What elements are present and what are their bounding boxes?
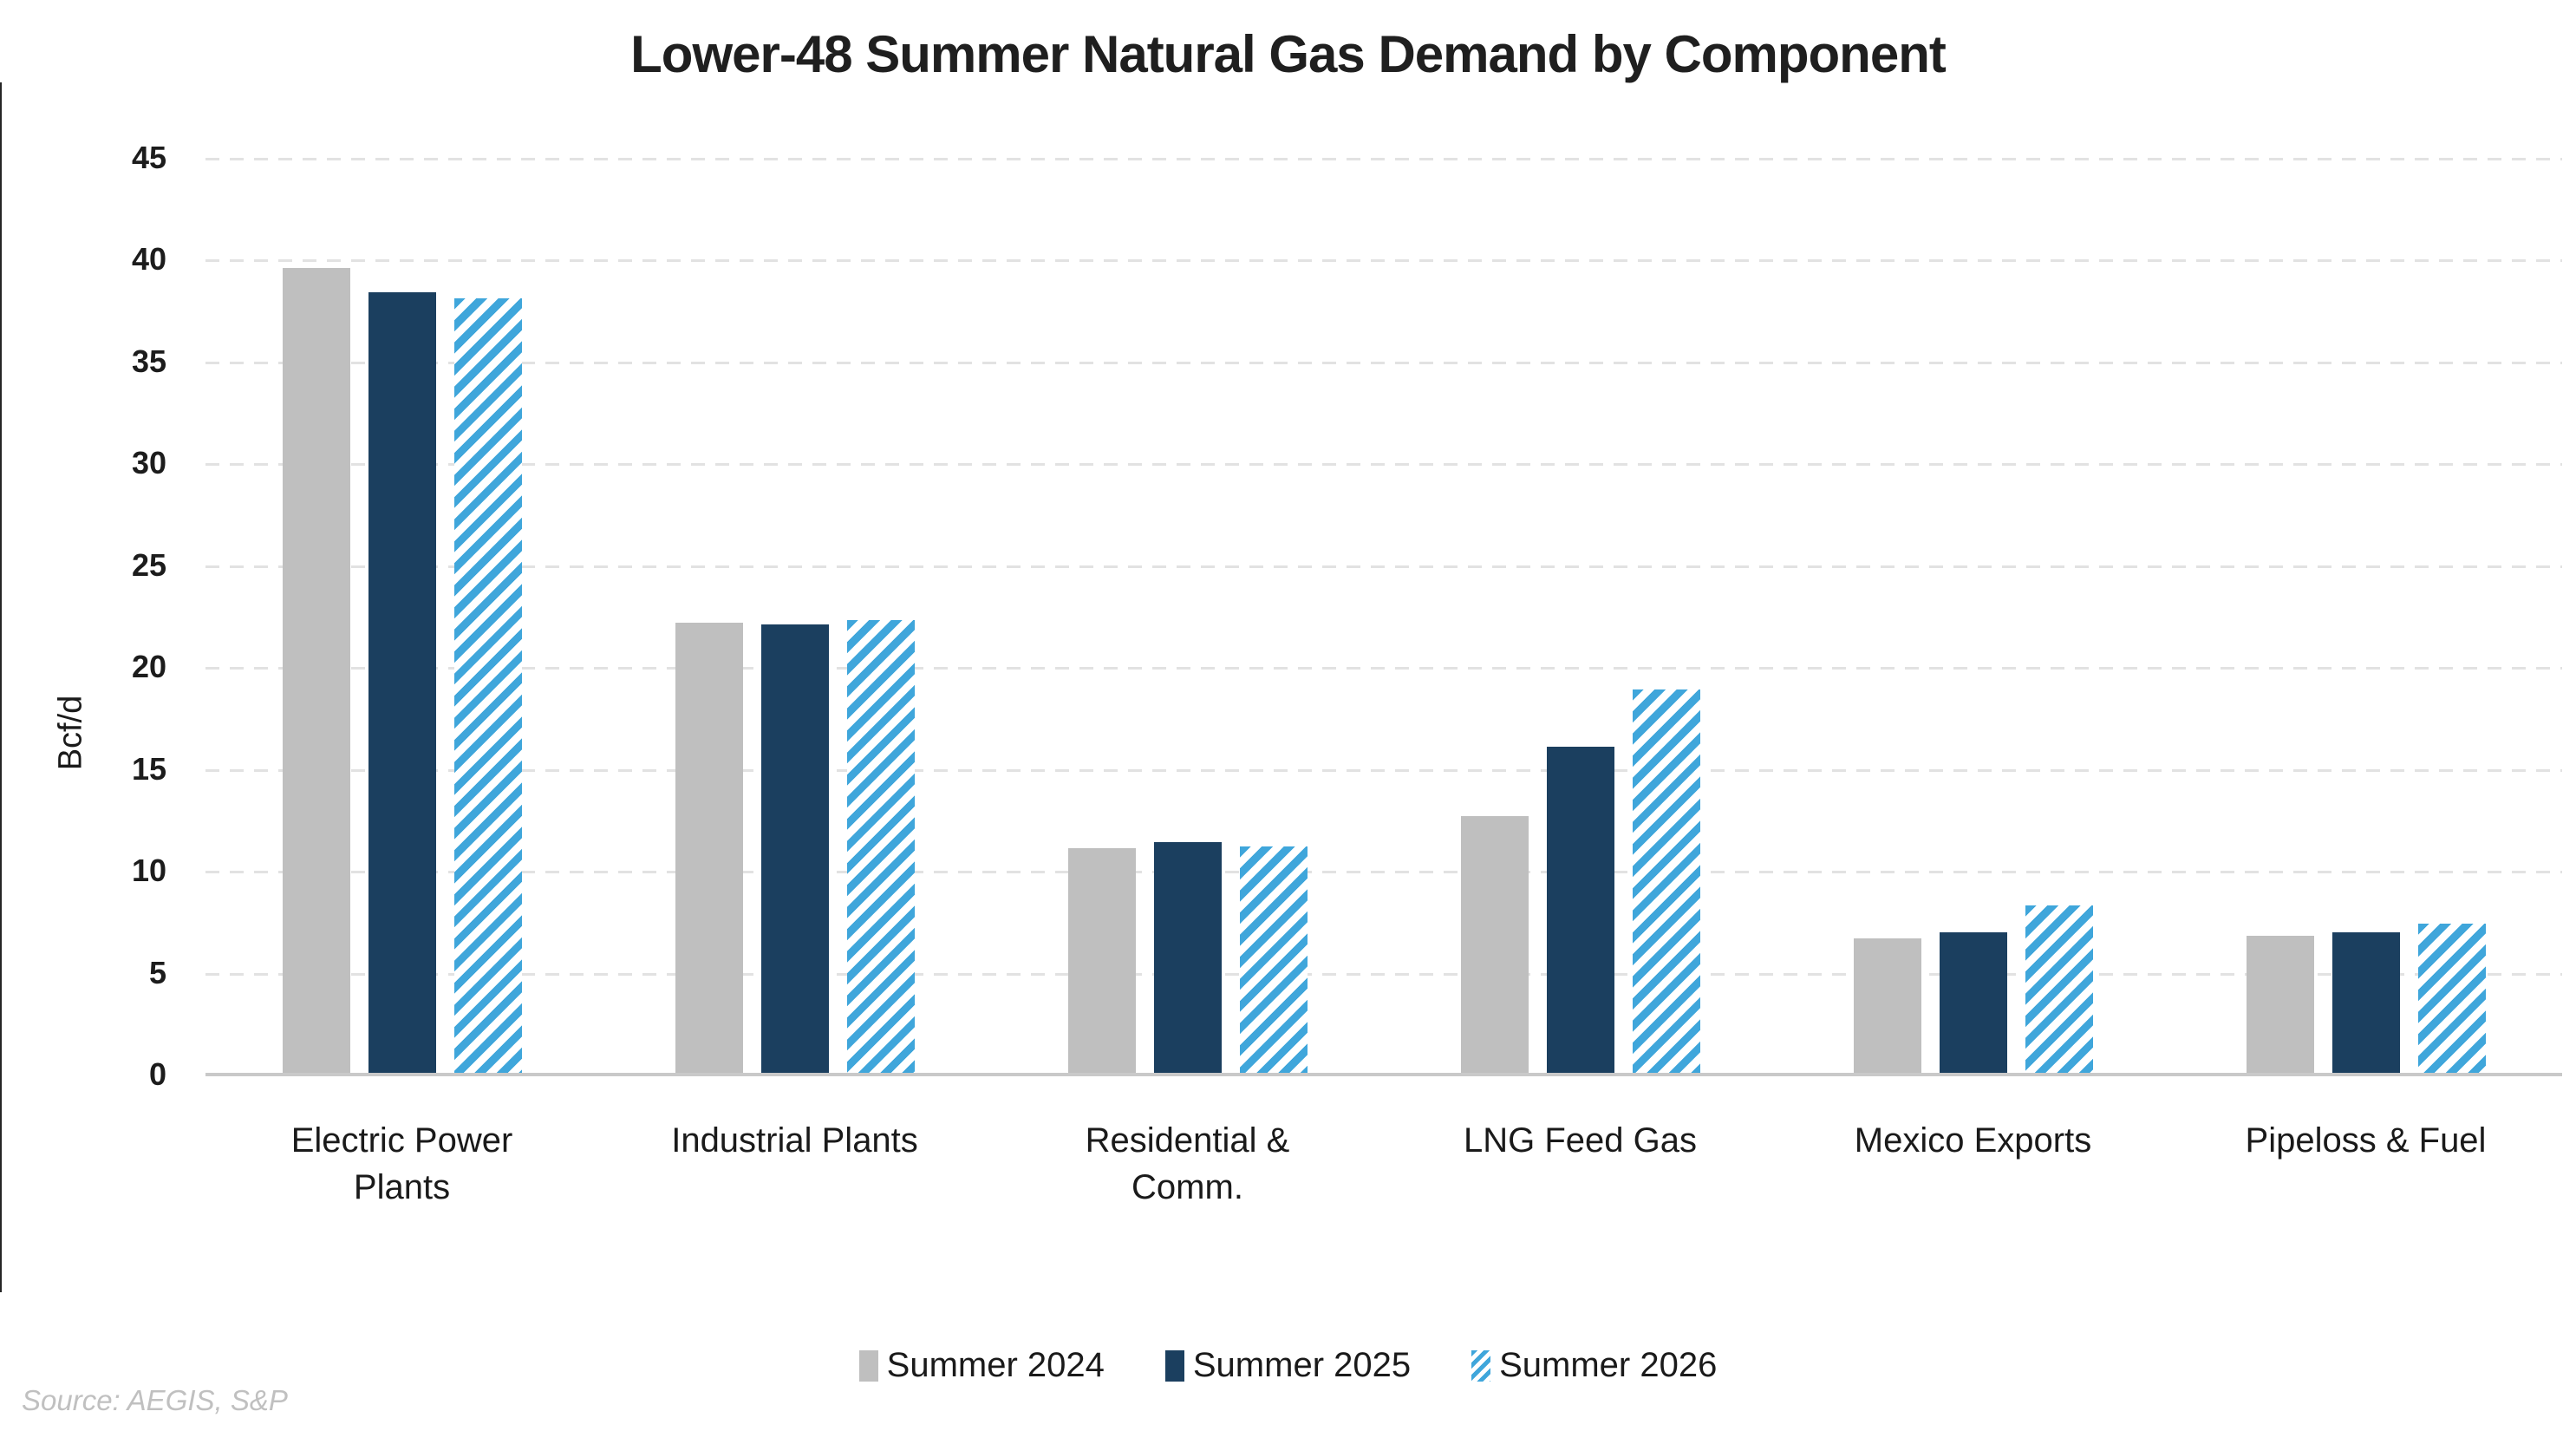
gridline — [205, 768, 2562, 772]
legend-item-summer-2026: Summer 2026 — [1471, 1346, 1717, 1385]
bar-group — [598, 158, 991, 1075]
bar-summer-2025 — [1546, 746, 1614, 1075]
bar-summer-2026 — [2025, 905, 2093, 1075]
chart-title: Lower-48 Summer Natural Gas Demand by Co… — [630, 25, 1947, 83]
x-category-label: Residential & Comm. — [1085, 1121, 1290, 1206]
bar-group — [991, 158, 1384, 1075]
bar-group — [1777, 158, 2169, 1075]
legend: Summer 2024 Summer 2025 Summer 2026 — [0, 1346, 2576, 1385]
gridline — [205, 871, 2562, 874]
y-tick-label: 0 — [148, 1056, 166, 1092]
gridline — [205, 463, 2562, 467]
bar-summer-2026 — [846, 620, 915, 1075]
bar-summer-2024 — [1460, 815, 1529, 1075]
gridline — [205, 259, 2562, 263]
legend-item-summer-2025: Summer 2025 — [1164, 1346, 1412, 1385]
gridline — [205, 158, 2562, 160]
gridline — [205, 667, 2562, 670]
x-axis-labels: Electric Power Plants Industrial Plants Re… — [205, 1117, 2562, 1211]
left-edge-line — [0, 82, 2, 1292]
y-tick-label: 15 — [131, 750, 166, 787]
y-tick-label: 40 — [131, 241, 166, 278]
y-tick-label: 5 — [148, 954, 166, 990]
legend-swatch-summer-2024 — [858, 1349, 878, 1382]
plot-area — [205, 158, 2562, 1076]
legend-swatch-summer-2025 — [1164, 1349, 1184, 1382]
legend-label: Summer 2026 — [1499, 1346, 1718, 1384]
bar-summer-2025 — [368, 292, 436, 1075]
bar-summer-2024 — [675, 622, 743, 1075]
bar-group — [1384, 158, 1777, 1075]
y-tick-label: 30 — [131, 445, 166, 481]
bar-summer-2025 — [1939, 931, 2007, 1075]
y-tick-label: 20 — [131, 649, 166, 685]
x-axis-line — [205, 1073, 2562, 1076]
bar-summer-2026 — [1632, 689, 1700, 1075]
bars-layer — [205, 158, 2562, 1075]
bar-group — [205, 158, 598, 1075]
legend-item-summer-2024: Summer 2024 — [858, 1346, 1105, 1385]
legend-label: Summer 2025 — [1192, 1346, 1412, 1384]
bar-group — [2169, 158, 2562, 1075]
x-category-label: Industrial Plants — [671, 1121, 918, 1160]
bar-summer-2026 — [2417, 924, 2486, 1075]
x-category-label: Pipeloss & Fuel — [2245, 1121, 2487, 1160]
bar-summer-2024 — [1853, 938, 1921, 1075]
x-category-label: Mexico Exports — [1854, 1121, 2092, 1160]
gridline — [205, 972, 2562, 976]
y-tick-label: 10 — [131, 853, 166, 889]
legend-swatch-summer-2026 — [1471, 1349, 1491, 1382]
y-tick-label: 35 — [131, 343, 166, 379]
bar-summer-2024 — [282, 267, 350, 1075]
bar-summer-2026 — [453, 298, 522, 1075]
legend-label: Summer 2024 — [886, 1346, 1105, 1384]
bar-summer-2024 — [2246, 936, 2314, 1075]
gridline — [205, 361, 2562, 364]
bar-summer-2025 — [2331, 931, 2400, 1075]
gridline — [205, 565, 2562, 568]
x-category-label: Electric Power Plants — [290, 1121, 513, 1206]
bar-summer-2024 — [1067, 848, 1136, 1075]
source-note: Source: AEGIS, S&P — [22, 1384, 288, 1416]
bar-summer-2025 — [1153, 842, 1222, 1075]
y-axis-ticks: 0 5 10 15 20 25 30 35 40 45 — [0, 140, 166, 1092]
bar-summer-2026 — [1239, 846, 1308, 1075]
y-tick-label: 45 — [131, 140, 166, 175]
bar-summer-2025 — [760, 624, 829, 1075]
y-tick-label: 25 — [131, 546, 166, 583]
x-category-label: LNG Feed Gas — [1463, 1121, 1697, 1160]
